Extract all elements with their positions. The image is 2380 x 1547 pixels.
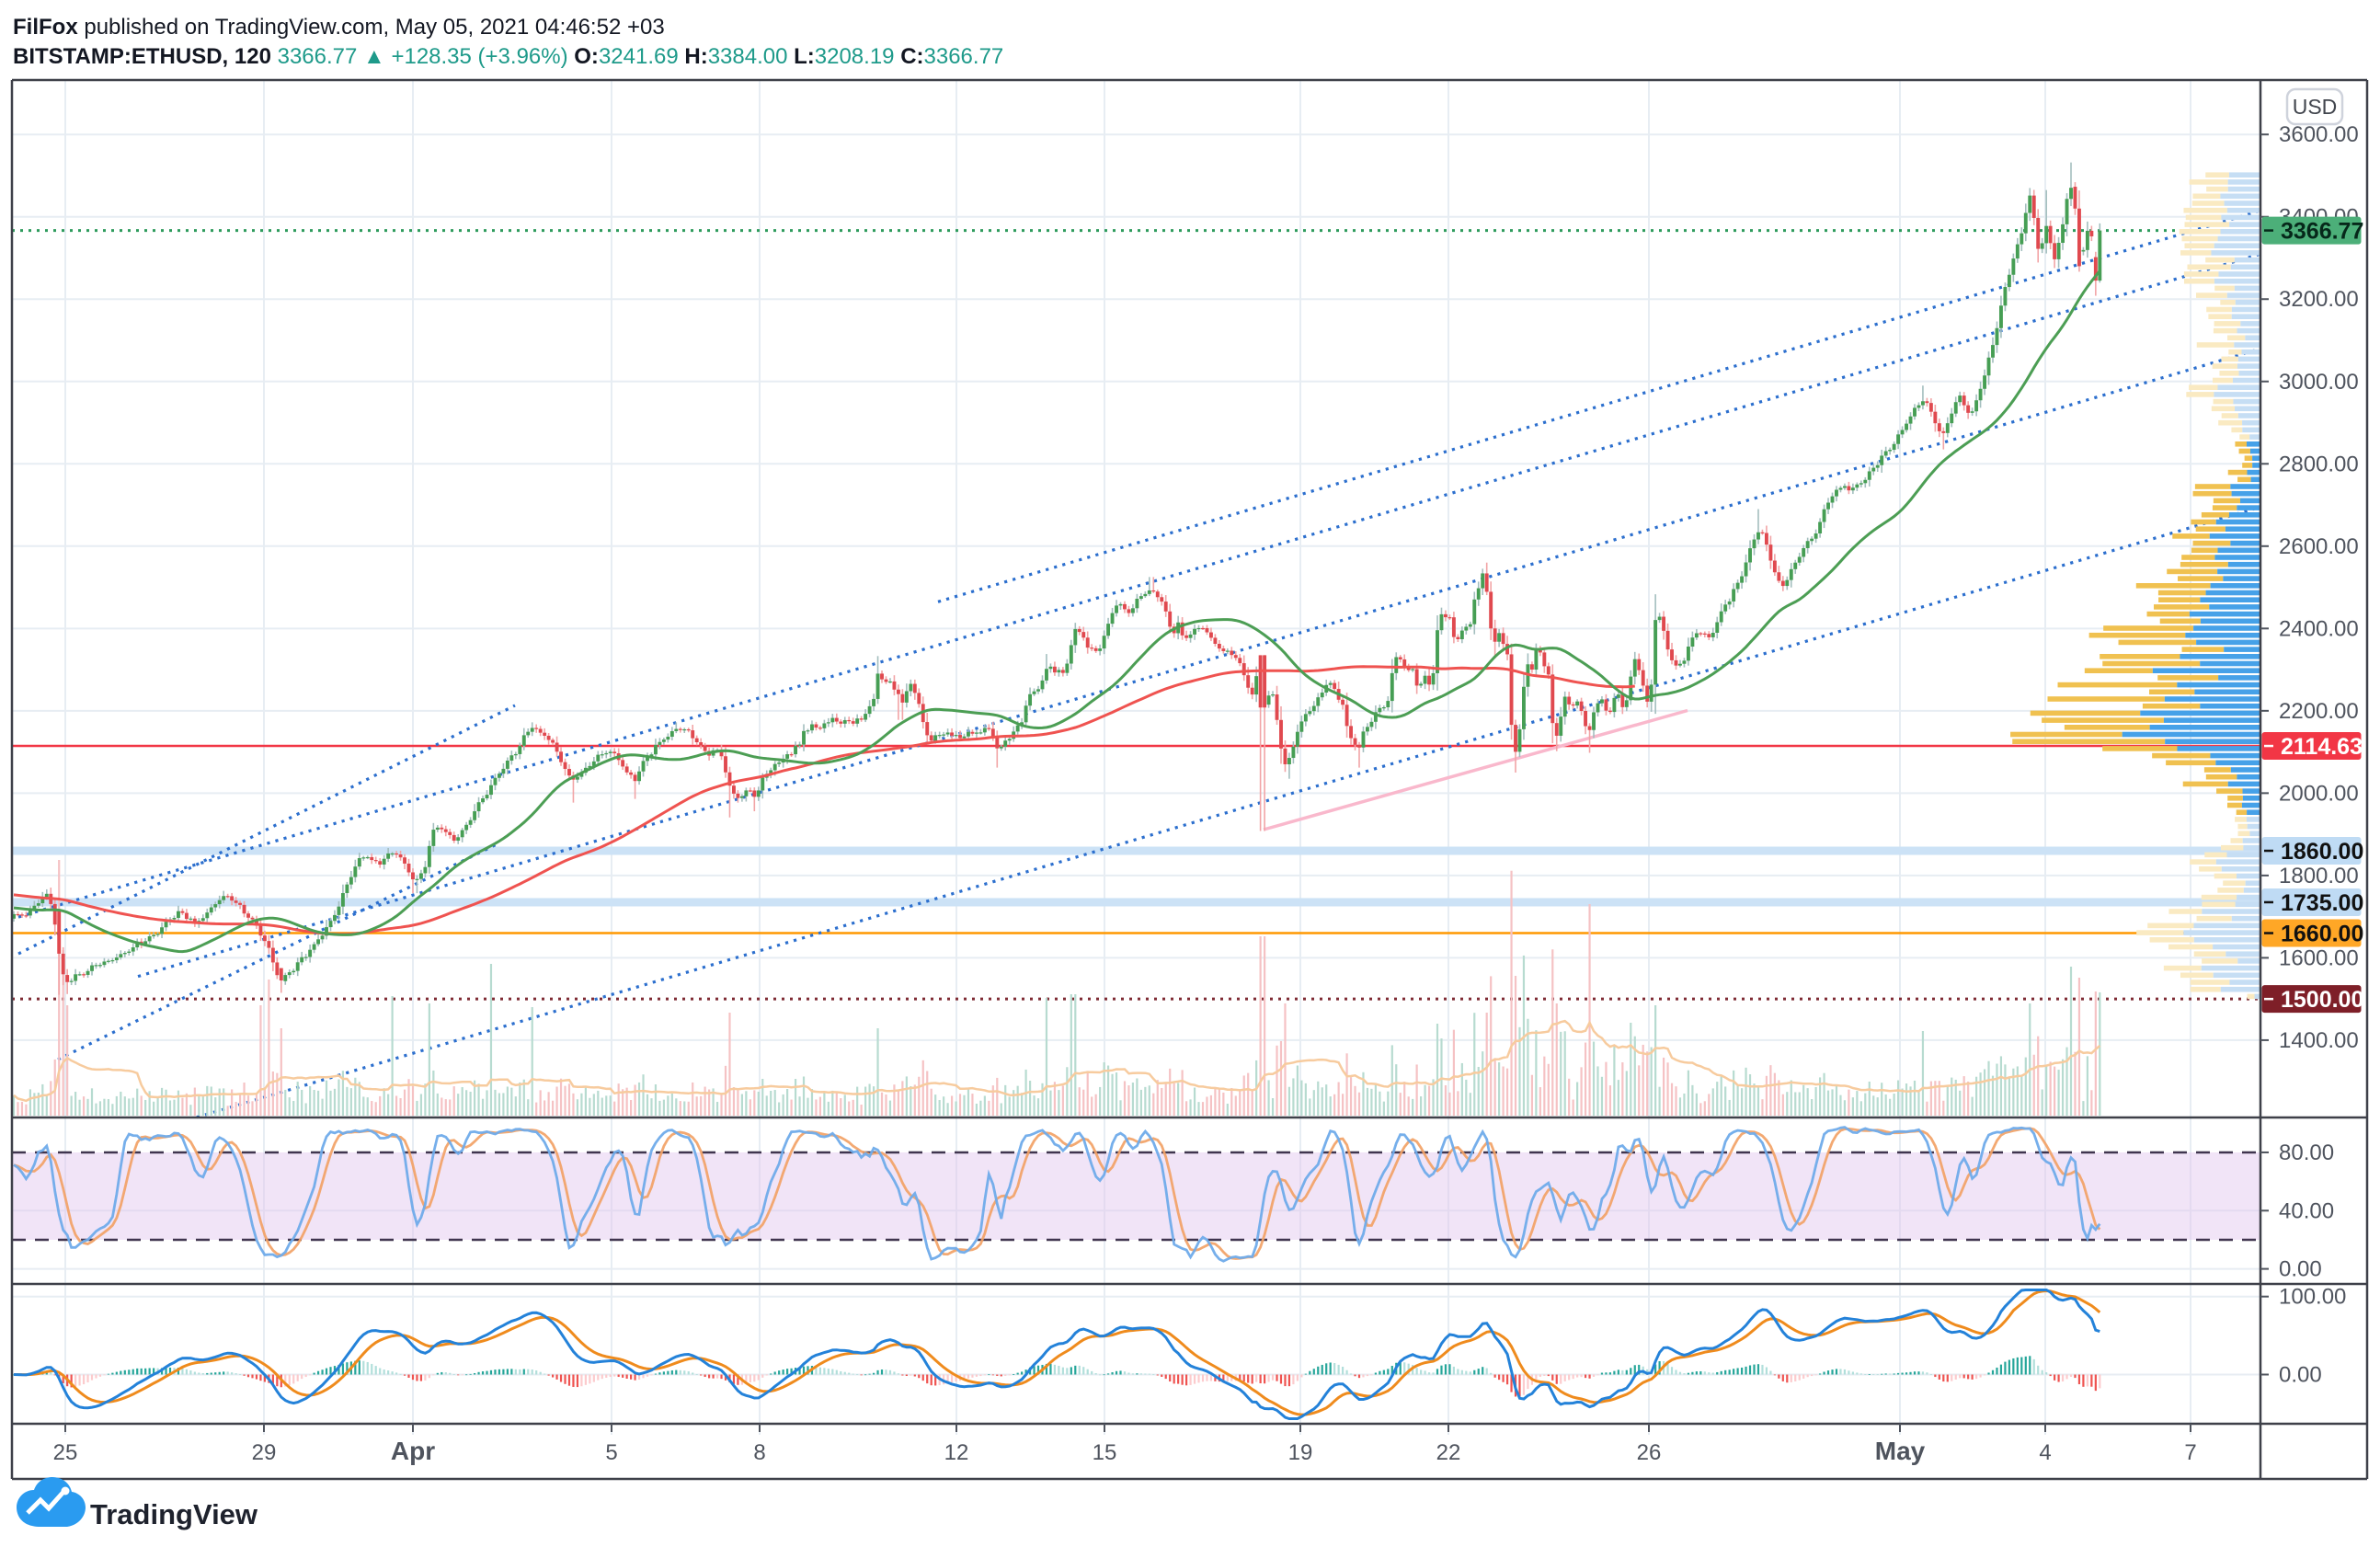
svg-text:1600.00: 1600.00 [2279,945,2359,970]
svg-text:0.00: 0.00 [2279,1363,2322,1388]
svg-text:2600.00: 2600.00 [2279,534,2359,559]
svg-text:5: 5 [605,1440,617,1465]
svg-text:15: 15 [1093,1440,1117,1465]
svg-text:FilFox published on TradingVie: FilFox published on TradingView.com, May… [13,15,665,40]
svg-text:19: 19 [1288,1440,1313,1465]
svg-text:1660.00: 1660.00 [2281,922,2363,947]
svg-text:2800.00: 2800.00 [2279,452,2359,476]
svg-text:BITSTAMP:ETHUSD, 120 3366.77 ▲: BITSTAMP:ETHUSD, 120 3366.77 ▲ +128.35 (… [13,44,1003,69]
svg-text:1800.00: 1800.00 [2279,864,2359,888]
svg-text:0.00: 0.00 [2279,1257,2322,1282]
svg-text:12: 12 [944,1440,969,1465]
svg-text:Apr: Apr [391,1437,435,1465]
svg-text:40.00: 40.00 [2279,1198,2334,1223]
svg-text:3000.00: 3000.00 [2279,370,2359,395]
svg-text:3200.00: 3200.00 [2279,287,2359,312]
svg-text:TradingView: TradingView [90,1498,258,1530]
svg-text:2400.00: 2400.00 [2279,616,2359,641]
svg-text:2200.00: 2200.00 [2279,699,2359,724]
svg-text:26: 26 [1637,1440,1662,1465]
svg-text:May: May [1875,1437,1926,1465]
svg-text:1400.00: 1400.00 [2279,1028,2359,1053]
svg-text:1860.00: 1860.00 [2281,839,2363,865]
svg-text:29: 29 [252,1440,277,1465]
svg-text:1500.00: 1500.00 [2281,987,2363,1013]
svg-text:2000.00: 2000.00 [2279,781,2359,806]
svg-text:8: 8 [753,1440,765,1465]
svg-text:80.00: 80.00 [2279,1140,2334,1165]
svg-text:25: 25 [53,1440,78,1465]
svg-text:4: 4 [2039,1440,2051,1465]
svg-text:2114.63: 2114.63 [2281,734,2363,760]
svg-text:1735.00: 1735.00 [2281,890,2363,916]
svg-text:USD: USD [2293,95,2338,119]
svg-text:100.00: 100.00 [2279,1285,2346,1310]
svg-text:7: 7 [2184,1440,2196,1465]
svg-text:3366.77: 3366.77 [2281,219,2363,245]
svg-text:3600.00: 3600.00 [2279,122,2359,147]
svg-text:22: 22 [1436,1440,1461,1465]
